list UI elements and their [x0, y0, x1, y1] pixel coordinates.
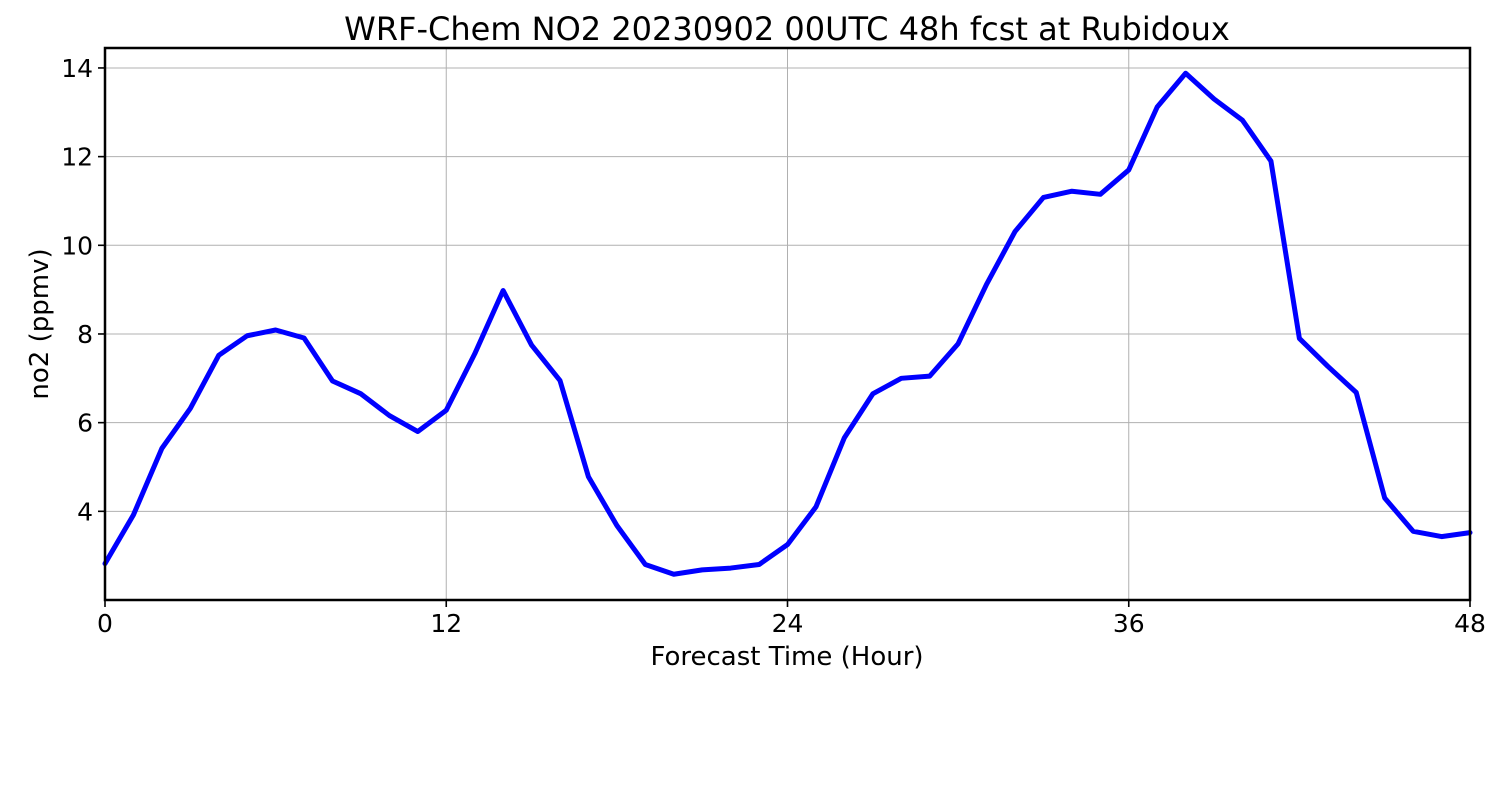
y-tick-label: 10 — [61, 231, 93, 260]
grid-lines — [104, 48, 1471, 600]
x-axis-label: Forecast Time (Hour) — [650, 642, 923, 672]
x-tick-label: 12 — [430, 609, 462, 638]
y-tick-label: 4 — [77, 497, 93, 526]
series-layer — [102, 70, 1473, 577]
axis-ticks: 0 12 24 36 48 4 6 8 10 12 14 — [61, 54, 1486, 638]
y-tick-label: 12 — [61, 143, 93, 172]
x-tick-label: 24 — [772, 609, 804, 638]
no2-series-line — [102, 70, 1473, 577]
y-axis-label: no2 (ppmv) — [25, 248, 55, 399]
x-tick-label: 0 — [97, 609, 113, 638]
chart-title: WRF-Chem NO2 20230902 00UTC 48h fcst at … — [344, 10, 1230, 48]
x-tick-label: 36 — [1113, 609, 1145, 638]
y-tick-label: 14 — [61, 54, 93, 83]
y-tick-label: 6 — [77, 409, 93, 438]
x-tick-label: 48 — [1454, 609, 1486, 638]
y-tick-label: 8 — [77, 320, 93, 349]
